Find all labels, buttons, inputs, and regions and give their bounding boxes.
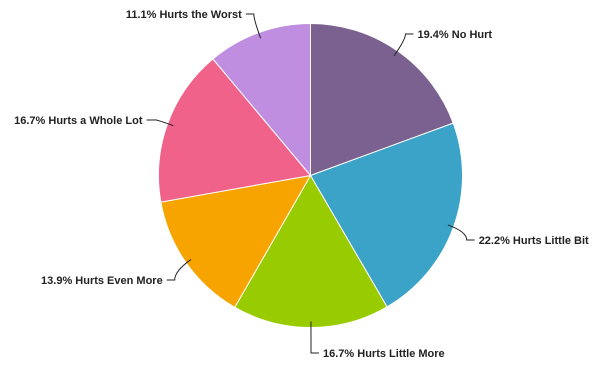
labels-layer: 19.4% No Hurt 22.2% Hurts Little Bit 16.7%… [14,9,589,360]
slice-label: 22.2% Hurts Little Bit [479,235,589,247]
slice-label: 19.4% No Hurt [418,29,493,41]
slices-layer [158,22,463,328]
leader-line [166,259,192,281]
slice-label: 16.7% Hurts a Whole Lot [14,115,143,127]
leader-line [245,13,262,39]
slice-label: 16.7% Hurts Little More [323,348,445,360]
slice-label: 13.9% Hurts Even More [41,275,163,287]
leader-line [146,119,174,127]
leader-line [310,321,320,354]
leader-line [447,224,475,241]
leader-line [393,33,414,57]
slice-label: 11.1% Hurts the Worst [126,9,242,21]
leader-lines-layer [146,13,475,354]
